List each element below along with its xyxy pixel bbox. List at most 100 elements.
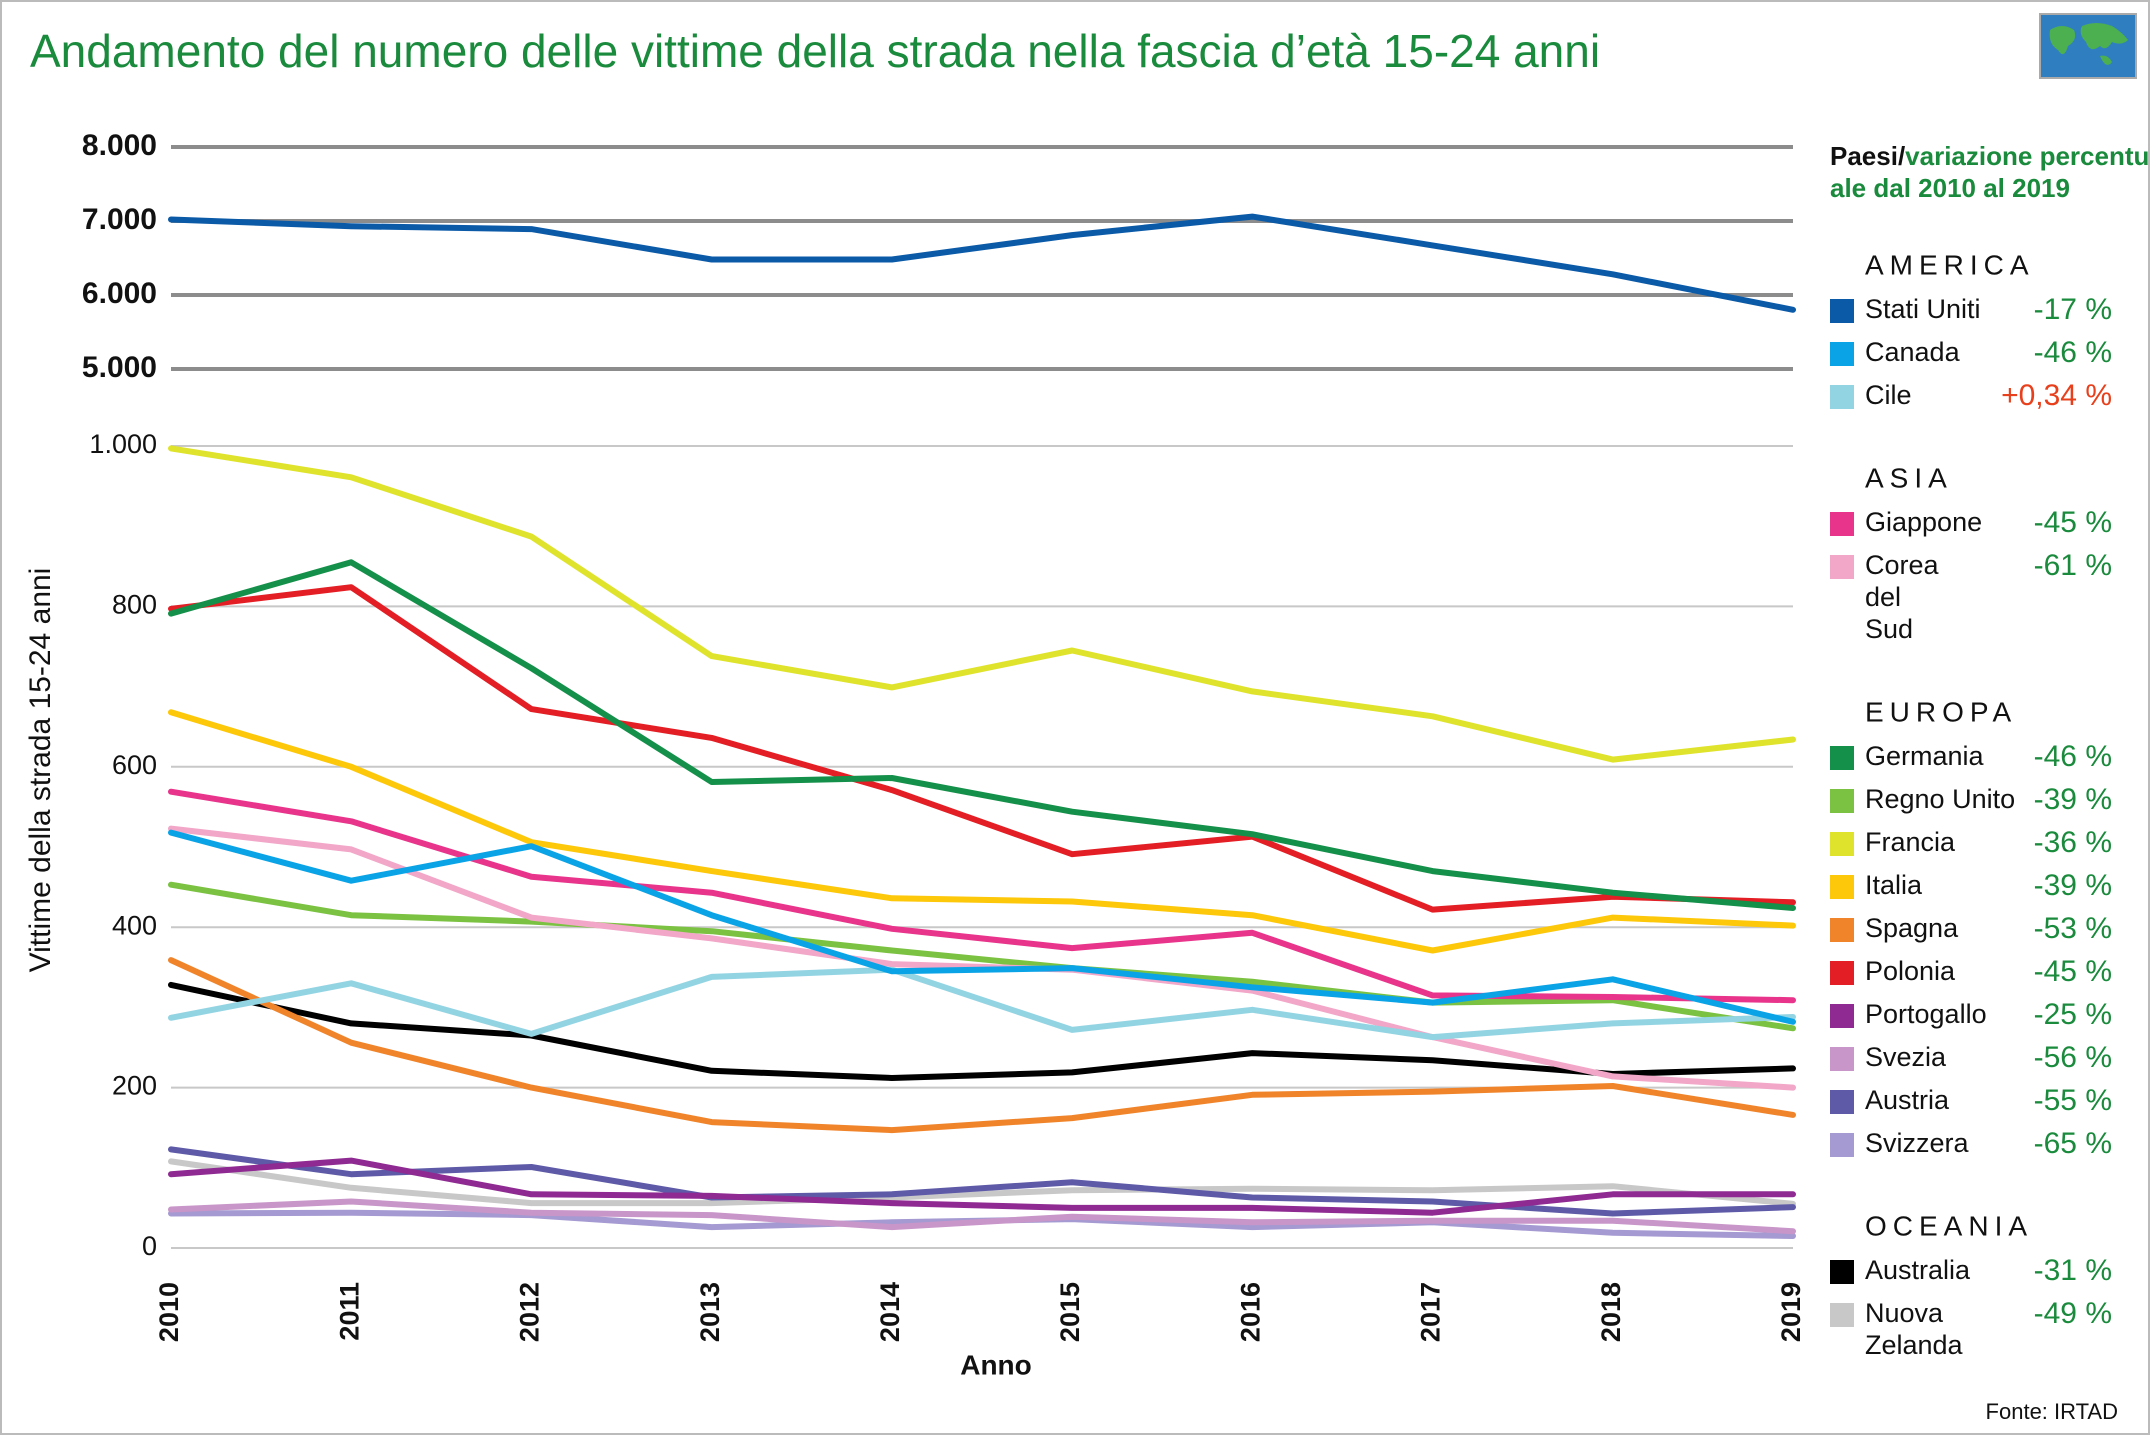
legend-change: -46 %	[2034, 336, 2112, 369]
x-tick-label: 2011	[334, 1282, 364, 1341]
series-line	[168, 213, 1796, 313]
legend-swatch	[1830, 875, 1854, 899]
x-tick-label: 2016	[1235, 1282, 1265, 1342]
legend-subtitle: variazione percentu-	[1905, 141, 2150, 171]
series-line	[168, 981, 1796, 1081]
x-tick-label: 2015	[1055, 1282, 1085, 1342]
legend-swatch	[1830, 512, 1854, 536]
series-line	[168, 1157, 1796, 1216]
legend-label: Germania	[1865, 741, 1985, 771]
y-tick-label: 200	[112, 1071, 157, 1101]
legend-label: Francia	[1865, 827, 1956, 857]
legend-group: EUROPA	[1865, 696, 2017, 727]
legend-change: -36 %	[2034, 826, 2112, 859]
legend-subtitle: ale dal 2010 al 2019	[1830, 173, 2070, 203]
legend-swatch	[1830, 1133, 1854, 1157]
legend-change: -17 %	[2034, 293, 2112, 326]
legend-title: Paesi/variazione percentu-	[1830, 141, 2150, 171]
y-tick-label: 0	[142, 1231, 157, 1261]
legend-swatch	[1830, 385, 1854, 409]
legend-swatch	[1830, 1047, 1854, 1071]
series-line	[168, 1158, 1796, 1207]
legend-change: -61 %	[2034, 549, 2112, 582]
legend-label: Giappone	[1865, 507, 1982, 537]
legend-change: +0,34 %	[2001, 379, 2112, 412]
world-icon	[2039, 13, 2137, 79]
legend-label: Polonia	[1865, 956, 1956, 986]
legend-label: Canada	[1865, 337, 1961, 367]
series-line	[168, 788, 1796, 1004]
series-line	[168, 584, 1796, 913]
series-line	[168, 1146, 1796, 1217]
x-tick-label: 2012	[515, 1282, 545, 1342]
legend-swatch	[1830, 1090, 1854, 1114]
legend-label: Austria	[1865, 1085, 1950, 1115]
legend-change: -55 %	[2034, 1084, 2112, 1117]
legend-change: -46 %	[2034, 740, 2112, 773]
legend-change: -65 %	[2034, 1127, 2112, 1160]
x-tick-label: 2017	[1416, 1282, 1446, 1342]
legend-change: -49 %	[2034, 1297, 2112, 1330]
legend-label: Svizzera	[1865, 1128, 1970, 1158]
series-line	[168, 957, 1796, 1134]
legend-swatch	[1830, 1260, 1854, 1284]
series-line	[168, 709, 1796, 954]
legend-label: Stati Uniti	[1865, 294, 1981, 324]
series-line	[168, 966, 1796, 1041]
legend-swatch	[1830, 746, 1854, 770]
legend-label: Italia	[1865, 870, 1923, 900]
source: Fonte: IRTAD	[1986, 1399, 2118, 1424]
legend-swatch	[1830, 1004, 1854, 1028]
legend-group: AMERICA	[1865, 249, 2035, 280]
legend-change: -39 %	[2034, 783, 2112, 816]
legend-swatch	[1830, 789, 1854, 813]
series-line	[168, 559, 1796, 911]
y-tick-label: 600	[112, 750, 157, 780]
legend-change: -31 %	[2034, 1254, 2112, 1287]
x-axis-title: Anno	[960, 1349, 1032, 1380]
legend-swatch	[1830, 555, 1854, 579]
y-axis-title: Vittime della strada 15-24 anni	[24, 568, 57, 973]
x-tick-label: 2013	[695, 1282, 725, 1342]
legend-swatch	[1830, 918, 1854, 942]
legend-swatch	[1830, 299, 1854, 323]
legend-title-main: Paesi/	[1830, 141, 1905, 171]
legend-label: Regno Unito	[1865, 784, 2015, 814]
legend-label: Cile	[1865, 380, 1912, 410]
y-tick-label: 7.000	[82, 203, 157, 236]
x-tick-label: 2018	[1596, 1282, 1626, 1342]
legend-change: -39 %	[2034, 869, 2112, 902]
chart-title: Andamento del numero delle vittime della…	[30, 25, 1600, 77]
legend-change: -53 %	[2034, 912, 2112, 945]
series-line	[168, 445, 1796, 763]
y-tick-label: 800	[112, 590, 157, 620]
legend-label: Corea del Sud	[1865, 550, 1946, 644]
legend-change: -45 %	[2034, 955, 2112, 988]
legend-label: Spagna	[1865, 913, 1959, 943]
legend-group: OCEANIA	[1865, 1210, 2033, 1241]
legend-label: Svezia	[1865, 1042, 1947, 1072]
x-tick-label: 2010	[154, 1282, 184, 1342]
legend-swatch	[1830, 342, 1854, 366]
y-tick-label: 6.000	[82, 277, 157, 310]
legend-change: -25 %	[2034, 998, 2112, 1031]
legend-swatch	[1830, 1303, 1854, 1327]
legend-change: -56 %	[2034, 1041, 2112, 1074]
legend-label: Australia	[1865, 1255, 1971, 1285]
legend-group: ASIA	[1865, 462, 1953, 493]
series-line	[168, 829, 1796, 1025]
series-line	[168, 881, 1796, 1032]
y-tick-label: 1.000	[89, 429, 157, 459]
x-tick-label: 2014	[875, 1282, 905, 1342]
y-tick-label: 5.000	[82, 351, 157, 384]
legend-swatch	[1830, 832, 1854, 856]
legend-change: -45 %	[2034, 506, 2112, 539]
legend-label: Portogallo	[1865, 999, 1987, 1029]
x-tick-label: 2019	[1776, 1282, 1806, 1342]
y-tick-label: 400	[112, 910, 157, 940]
legend-swatch	[1830, 961, 1854, 985]
y-tick-label: 8.000	[82, 129, 157, 162]
legend-label: Nuova Zelanda	[1865, 1298, 1964, 1360]
